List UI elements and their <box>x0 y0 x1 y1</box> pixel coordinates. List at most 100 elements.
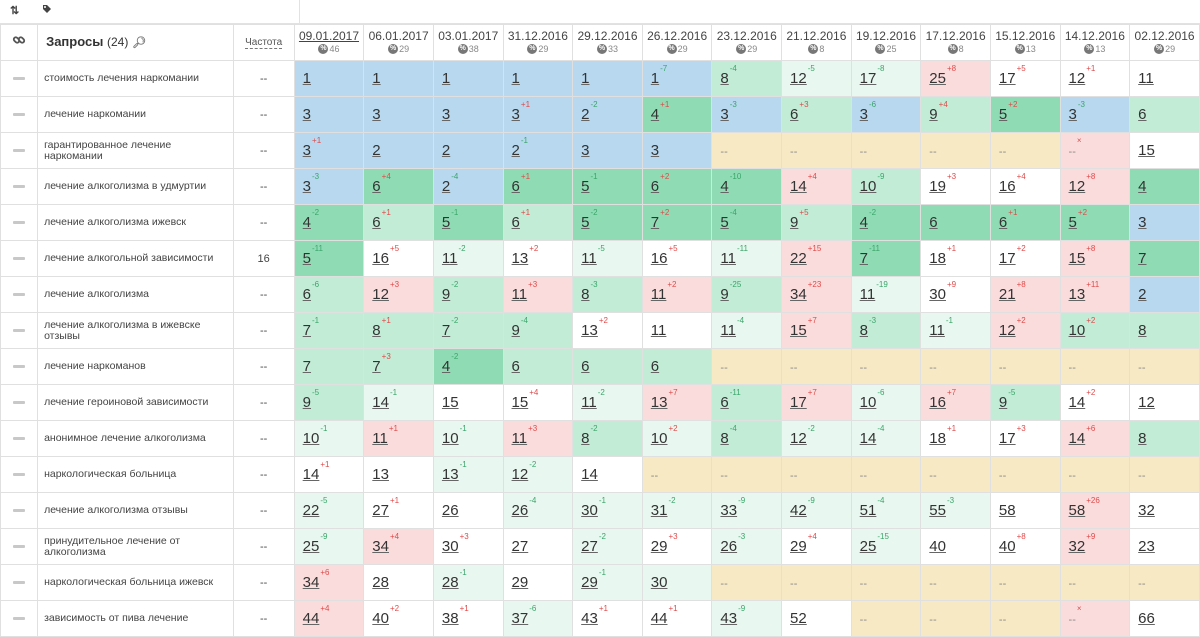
position-cell[interactable]: 5+2 <box>1059 204 1131 241</box>
position-value[interactable]: 11 <box>581 394 597 411</box>
position-value[interactable]: 5 <box>581 214 590 231</box>
position-cell[interactable]: 9-5 <box>989 384 1061 421</box>
position-value[interactable]: 15 <box>1068 250 1086 267</box>
position-cell[interactable]: 1 <box>572 60 643 97</box>
position-cell[interactable]: 17+5 <box>989 60 1061 97</box>
position-cell[interactable]: 29-1 <box>572 564 643 601</box>
position-value[interactable]: 7 <box>441 322 451 339</box>
row-toggle[interactable] <box>0 60 39 97</box>
sort-icon[interactable]: ⇅ <box>10 5 20 17</box>
position-cell[interactable]: 6 <box>641 348 713 385</box>
position-value[interactable]: 40 <box>998 538 1016 555</box>
position-value[interactable]: 4 <box>859 214 869 231</box>
position-cell[interactable]: 2-1 <box>502 132 574 169</box>
position-value[interactable]: 3 <box>441 106 451 123</box>
position-cell[interactable]: 32+9 <box>1059 528 1131 565</box>
position-value[interactable]: 6 <box>372 214 381 231</box>
position-cell[interactable]: 30 <box>641 564 713 601</box>
position-cell[interactable]: 17+7 <box>781 384 852 421</box>
row-toggle[interactable] <box>0 564 39 601</box>
position-cell[interactable]: 1 <box>363 60 434 97</box>
position-cell[interactable]: 14+1 <box>293 456 365 493</box>
position-value[interactable]: 13 <box>650 394 668 411</box>
position-value[interactable]: 2 <box>1138 286 1147 303</box>
position-cell[interactable]: 6 <box>502 348 574 385</box>
position-cell[interactable]: 23 <box>1129 528 1200 565</box>
search-icon[interactable]: 🔎︎ <box>131 37 146 49</box>
position-cell[interactable]: 14+4 <box>781 168 852 205</box>
date-column-header[interactable]: 15.12.2016% 13 <box>989 24 1061 61</box>
position-value[interactable]: 8 <box>859 322 869 339</box>
position-cell[interactable]: 6 <box>1129 96 1200 133</box>
position-cell[interactable]: 14 <box>572 456 643 493</box>
position-cell[interactable]: 26 <box>432 492 504 529</box>
position-cell[interactable]: 29 <box>502 564 574 601</box>
position-cell[interactable]: 3 <box>363 96 434 133</box>
position-value[interactable]: 11 <box>511 286 528 303</box>
position-value[interactable]: 15 <box>1138 142 1155 159</box>
position-cell[interactable]: 28-1 <box>432 564 504 601</box>
position-cell[interactable]: 11 <box>1129 60 1200 97</box>
position-value[interactable]: 8 <box>1138 322 1147 339</box>
position-value[interactable]: 3 <box>302 106 312 123</box>
position-value[interactable]: 66 <box>1138 610 1155 627</box>
position-cell[interactable]: 55-3 <box>920 492 991 529</box>
position-value[interactable]: 12 <box>1068 70 1086 87</box>
position-cell[interactable]: 7+3 <box>363 348 434 385</box>
position-cell[interactable]: 33-9 <box>711 492 783 529</box>
position-value[interactable]: 14 <box>372 394 389 411</box>
position-cell[interactable]: 4-10 <box>711 168 783 205</box>
position-cell[interactable]: 11+2 <box>641 276 713 313</box>
position-cell[interactable]: 14-1 <box>363 384 434 421</box>
position-cell[interactable]: 52 <box>781 600 852 637</box>
position-value[interactable]: 5 <box>1068 214 1077 231</box>
position-value[interactable]: 15 <box>511 394 529 411</box>
position-cell[interactable]: 3 <box>641 132 713 169</box>
date-column-header[interactable]: 06.01.2017% 29 <box>363 24 434 61</box>
position-value[interactable]: 14 <box>1068 430 1086 447</box>
position-value[interactable]: 42 <box>790 502 807 519</box>
position-cell[interactable]: 34+23 <box>781 276 852 313</box>
position-value[interactable]: 14 <box>1068 394 1086 411</box>
position-cell[interactable]: 12+3 <box>363 276 434 313</box>
position-value[interactable]: 11 <box>650 322 667 339</box>
position-value[interactable]: 58 <box>998 502 1016 519</box>
position-value[interactable]: 10 <box>859 178 877 195</box>
position-value[interactable]: 3 <box>511 106 520 123</box>
position-value[interactable]: 13 <box>372 466 389 483</box>
position-cell[interactable]: 43+1 <box>572 600 643 637</box>
position-cell[interactable]: 18+1 <box>920 240 991 277</box>
position-cell[interactable]: 16+4 <box>989 168 1061 205</box>
position-value[interactable]: 11 <box>720 250 736 267</box>
position-cell[interactable]: 40 <box>920 528 991 565</box>
position-value[interactable]: 30 <box>650 574 668 591</box>
position-value[interactable]: 8 <box>581 430 590 447</box>
position-cell[interactable]: 6 <box>572 348 643 385</box>
position-value[interactable]: 4 <box>720 178 729 195</box>
position-cell[interactable]: 30-1 <box>572 492 643 529</box>
position-cell[interactable]: 11-5 <box>572 240 643 277</box>
position-cell[interactable]: 1 <box>293 60 365 97</box>
position-cell[interactable]: 10+2 <box>641 420 713 457</box>
position-value[interactable]: 9 <box>790 214 799 231</box>
position-cell[interactable]: 7 <box>293 348 365 385</box>
position-value[interactable]: 13 <box>511 250 529 267</box>
position-cell[interactable]: 14+6 <box>1059 420 1131 457</box>
row-toggle[interactable] <box>0 420 39 457</box>
position-value[interactable]: 30 <box>929 286 946 303</box>
position-cell[interactable]: 12+1 <box>1059 60 1131 97</box>
position-value[interactable]: 3 <box>581 142 590 159</box>
position-cell[interactable]: 5-1 <box>432 204 504 241</box>
position-value[interactable]: 21 <box>998 286 1016 303</box>
position-value[interactable]: 44 <box>302 610 320 627</box>
position-cell[interactable]: 12-2 <box>502 456 574 493</box>
position-value[interactable]: 30 <box>441 538 459 555</box>
position-value[interactable]: 14 <box>302 466 320 483</box>
position-value[interactable]: 3 <box>650 142 660 159</box>
position-value[interactable]: 11 <box>372 430 388 447</box>
row-toggle[interactable] <box>0 204 39 241</box>
position-value[interactable]: 15 <box>790 322 807 339</box>
position-value[interactable]: 9 <box>302 394 312 411</box>
position-cell[interactable]: 13+11 <box>1059 276 1131 313</box>
position-cell[interactable]: 29+4 <box>781 528 852 565</box>
